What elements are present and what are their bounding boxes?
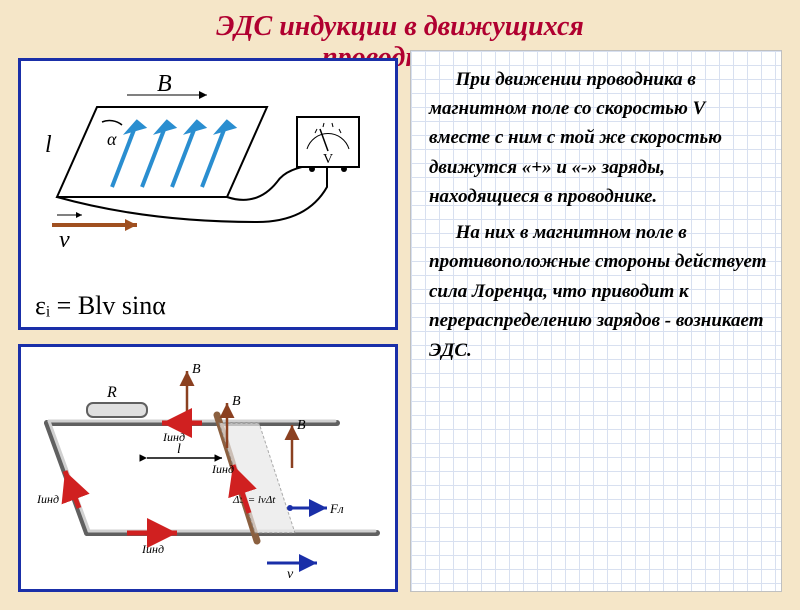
v-arrow-head — [125, 219, 137, 231]
voltmeter-terminal-1 — [309, 166, 315, 172]
label-l: l — [45, 132, 52, 158]
paragraph-1: При движении проводника в магнитном поле… — [429, 65, 767, 212]
voltmeter-terminal-2 — [341, 166, 347, 172]
label-I2: Iинд — [36, 492, 59, 506]
diagram-1-svg: l B α v — [27, 67, 387, 287]
swept-area — [219, 423, 295, 533]
label-I1: Iинд — [162, 430, 185, 444]
paragraph-2: На них в магнитном поле в противоположны… — [429, 218, 767, 365]
b-vector-head — [199, 91, 207, 99]
label-alpha: α — [107, 129, 117, 149]
title-line-1: ЭДС индукции в движущихся — [216, 11, 584, 42]
text-panel: При движении проводника в магнитном поле… — [410, 50, 782, 592]
resistor — [87, 403, 147, 417]
label-B: B — [157, 71, 172, 97]
v-vector-bar-head — [76, 212, 82, 218]
force-origin-dot — [287, 505, 293, 511]
rails — [47, 423, 377, 533]
voltmeter-label: V — [323, 152, 333, 167]
rails-highlight — [49, 421, 375, 531]
label-B1: B — [192, 362, 201, 377]
label-B3: B — [297, 418, 306, 433]
label-B2: B — [232, 394, 241, 409]
wire-top — [227, 165, 317, 200]
content-row: l B α v — [0, 50, 800, 610]
conductor-plate — [57, 107, 267, 197]
label-R: R — [106, 384, 117, 401]
formula-text: εᵢ = Blv sinα — [27, 287, 389, 321]
label-F: Fл — [329, 501, 344, 516]
label-I3: Iинд — [141, 542, 164, 556]
label-l2: l — [177, 442, 181, 457]
left-column: l B α v — [18, 50, 398, 592]
label-dS: ΔS = lvΔt — [232, 494, 276, 506]
label-I4: Iинд — [211, 462, 234, 476]
diagram-2-panel: R ΔS = lvΔt B B B l — [18, 344, 398, 592]
label-v2: v — [287, 567, 294, 582]
diagram-1-panel: l B α v — [18, 58, 398, 330]
label-v: v — [59, 227, 70, 253]
diagram-2-svg: R ΔS = lvΔt B B B l — [27, 353, 387, 583]
